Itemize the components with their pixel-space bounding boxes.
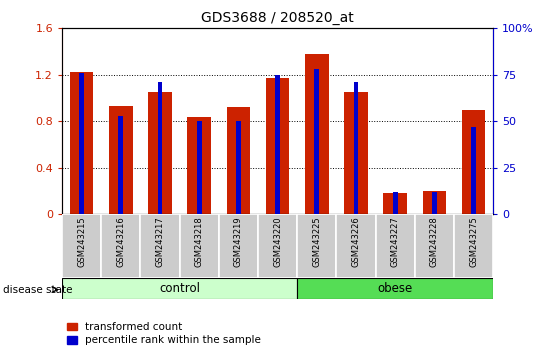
Text: GSM243226: GSM243226	[351, 216, 361, 267]
Bar	[62, 278, 297, 299]
Bar	[101, 214, 140, 278]
Text: control: control	[159, 282, 200, 295]
Text: GSM243216: GSM243216	[116, 216, 125, 267]
Text: GSM243275: GSM243275	[469, 216, 478, 267]
Bar	[336, 214, 376, 278]
Bar	[376, 214, 415, 278]
Bar	[62, 214, 101, 278]
Text: GSM243220: GSM243220	[273, 216, 282, 267]
Bar	[219, 214, 258, 278]
Bar	[432, 192, 437, 214]
Bar	[236, 121, 241, 214]
Bar	[140, 214, 179, 278]
Title: GDS3688 / 208520_at: GDS3688 / 208520_at	[201, 11, 354, 24]
Text: GSM243225: GSM243225	[312, 216, 321, 267]
Bar	[383, 193, 407, 214]
Bar	[197, 121, 202, 214]
Bar	[148, 92, 172, 214]
Bar	[119, 116, 123, 214]
Bar	[79, 73, 84, 214]
Bar	[266, 78, 289, 214]
Bar	[415, 214, 454, 278]
Bar	[297, 278, 493, 299]
Text: GSM243227: GSM243227	[391, 216, 400, 267]
Bar	[275, 75, 280, 214]
Text: GSM243217: GSM243217	[155, 216, 164, 267]
Bar	[226, 107, 250, 214]
Text: disease state: disease state	[3, 285, 72, 295]
Bar	[423, 191, 446, 214]
Legend: transformed count, percentile rank within the sample: transformed count, percentile rank withi…	[67, 322, 261, 345]
Bar	[344, 92, 368, 214]
Bar	[314, 69, 319, 214]
Bar	[297, 214, 336, 278]
Bar	[179, 214, 219, 278]
Bar	[462, 110, 485, 214]
Text: obese: obese	[377, 282, 413, 295]
Text: GSM243228: GSM243228	[430, 216, 439, 267]
Text: GSM243219: GSM243219	[234, 216, 243, 267]
Bar	[354, 82, 358, 214]
Bar	[305, 54, 329, 214]
Bar	[393, 192, 398, 214]
Text: GSM243218: GSM243218	[195, 216, 204, 267]
Bar	[109, 106, 133, 214]
Bar	[258, 214, 297, 278]
Text: GSM243215: GSM243215	[77, 216, 86, 267]
Bar	[454, 214, 493, 278]
Bar	[471, 127, 476, 214]
Bar	[70, 73, 93, 214]
Bar	[188, 116, 211, 214]
Bar	[157, 82, 162, 214]
